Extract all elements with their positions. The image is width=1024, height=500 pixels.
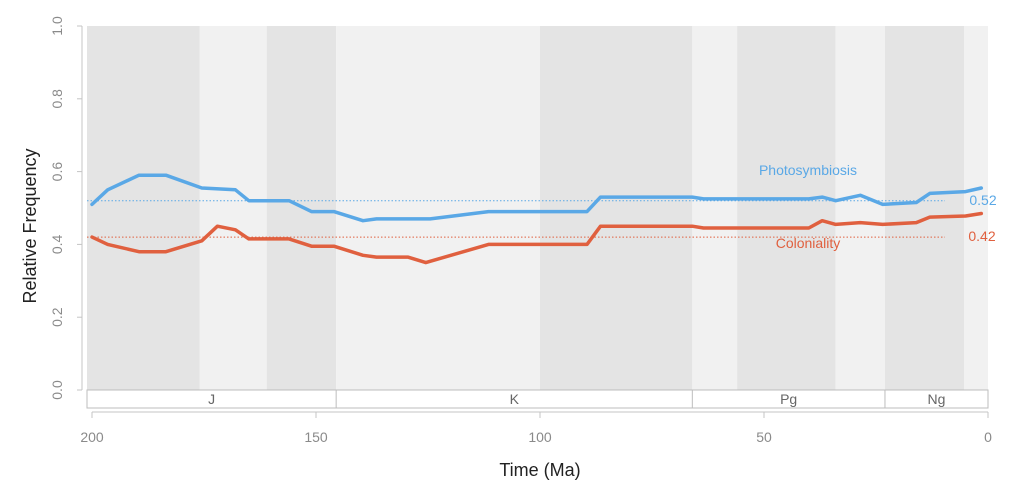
stage-band: [737, 26, 836, 390]
period-label: Ng: [928, 391, 946, 407]
y-tick-label: 0.2: [49, 307, 65, 327]
mean-value-label: 0.42: [968, 228, 995, 244]
mean-lines: [87, 200, 945, 238]
x-tick-label: 0: [984, 429, 992, 445]
x-tick-label: 100: [528, 429, 552, 445]
period-bar-frame: [86, 389, 989, 409]
stage-band: [835, 26, 885, 390]
mean-value-label: 0.52: [969, 192, 996, 208]
stage-bands: [87, 26, 988, 390]
y-tick-label: 0.0: [49, 380, 65, 400]
series-line: [90, 173, 984, 223]
period-label: K: [510, 391, 520, 407]
y-axis-title: Relative Frequency: [20, 148, 40, 303]
x-tick-label: 50: [756, 429, 772, 445]
series-lines: [90, 173, 984, 265]
stage-band: [199, 26, 267, 390]
stage-band: [336, 26, 540, 390]
y-tick-label: 0.6: [49, 162, 65, 182]
x-tick-label: 150: [304, 429, 328, 445]
series-line: [90, 211, 984, 265]
stage-band: [87, 26, 200, 390]
y-tick-label: 0.4: [49, 234, 65, 254]
y-axis-ticks: 0.0 0.2 0.4 0.6 0.8 1.0: [49, 16, 83, 400]
y-tick-label: 0.8: [49, 89, 65, 109]
series-name-label: Coloniality: [776, 235, 841, 251]
series-name-label: Photosymbiosis: [759, 162, 857, 178]
stage-band: [884, 26, 965, 390]
period-bar: J K Pg Ng: [86, 389, 989, 409]
period-label: Pg: [780, 391, 797, 407]
series-labels: Photosymbiosis 0.52 Coloniality 0.42: [759, 162, 997, 251]
x-tick-label: 200: [80, 429, 104, 445]
stage-band: [540, 26, 693, 390]
y-tick-label: 1.0: [49, 16, 65, 36]
x-axis-ticks: 200 150 100 50 0: [80, 411, 992, 445]
stage-band: [964, 26, 988, 390]
stage-band: [692, 26, 738, 390]
period-label: J: [208, 391, 215, 407]
x-axis-title: Time (Ma): [499, 460, 580, 480]
